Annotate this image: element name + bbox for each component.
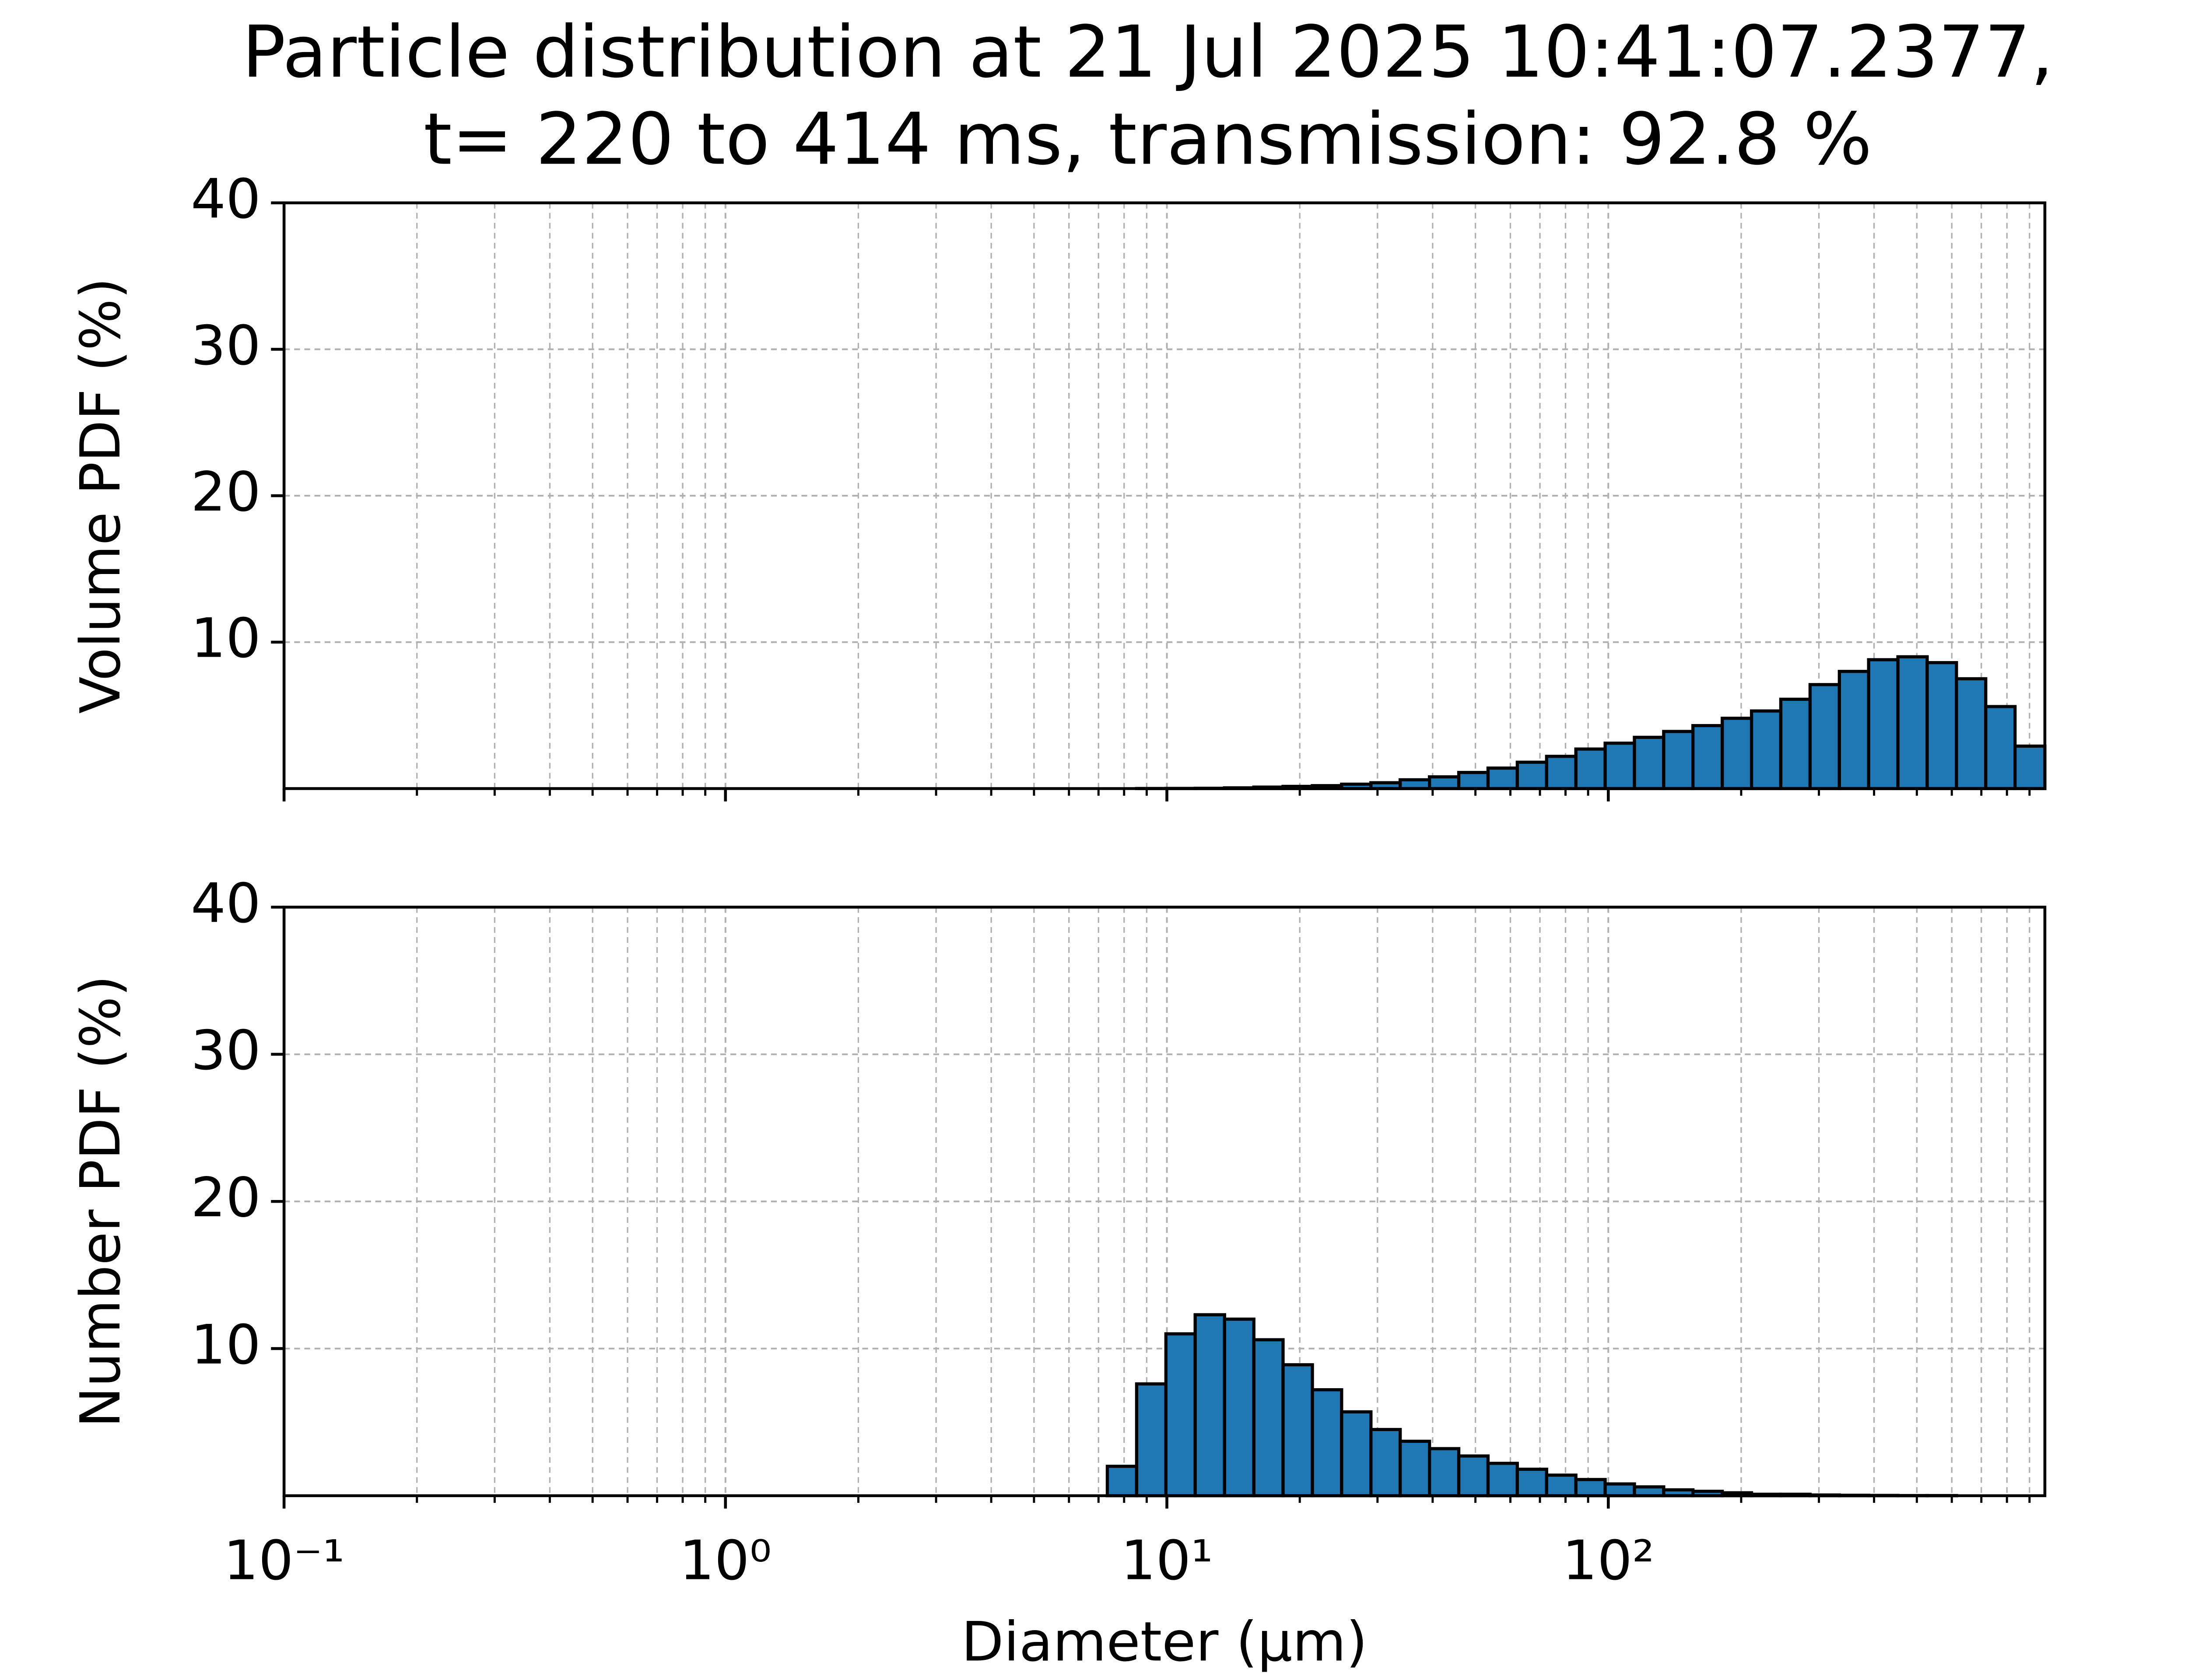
bar [1486, 766, 1519, 791]
bar [1662, 730, 1695, 791]
bar [1105, 1464, 1139, 1498]
y-tick-label: 30 [191, 314, 261, 377]
x-tick-label: 10¹ [1121, 1529, 1213, 1592]
bar [1399, 1439, 1431, 1498]
bar [1457, 771, 1490, 791]
y-tick-label: 10 [191, 607, 261, 670]
bar [1955, 677, 1988, 791]
bar [1428, 775, 1461, 791]
bar [1574, 747, 1607, 791]
y-tick-label: 20 [191, 1166, 261, 1229]
bar [1340, 1410, 1373, 1498]
bar [1867, 658, 1900, 791]
bar [1164, 1332, 1197, 1498]
bar [1837, 670, 1870, 791]
x-tick-label: 10⁰ [680, 1529, 772, 1592]
bar [1135, 1382, 1168, 1498]
bar [1223, 1317, 1255, 1498]
y-tick-label: 30 [191, 1019, 261, 1082]
y-tick-label: 20 [191, 461, 261, 524]
bar [1252, 1338, 1285, 1498]
bar [1428, 1447, 1461, 1498]
bar [1603, 1482, 1636, 1498]
bar [1311, 1388, 1343, 1498]
bar [1369, 1428, 1402, 1498]
bar [1515, 760, 1548, 791]
bar [2013, 744, 2047, 791]
bar [1486, 1462, 1519, 1498]
bar [1545, 755, 1578, 791]
bar [1515, 1467, 1548, 1498]
bar [1779, 697, 1812, 791]
bar [1457, 1454, 1490, 1498]
chart-title: Particle distribution at 21 Jul 2025 10:… [242, 10, 2054, 94]
bar [1721, 717, 1753, 791]
bar [1603, 742, 1636, 791]
y-tick-label: 40 [191, 872, 261, 935]
bar [1691, 724, 1724, 791]
bar [1281, 1363, 1314, 1498]
bar [1633, 735, 1666, 791]
y-tick-label: 10 [191, 1313, 261, 1376]
chart-title: t= 220 to 414 ms, transmission: 92.8 % [424, 97, 1872, 181]
x-tick-label: 10² [1562, 1529, 1655, 1592]
bar [1984, 705, 2017, 791]
bar [1193, 1313, 1226, 1498]
bar [1925, 661, 1958, 791]
bar [1574, 1478, 1607, 1498]
bar [1896, 655, 1929, 791]
x-tick-label: 10⁻¹ [224, 1529, 345, 1592]
y-tick-label: 40 [191, 168, 261, 231]
y-axis-label: Number PDF (%) [69, 975, 133, 1428]
bar [1808, 683, 1841, 791]
x-axis-label: Diameter (μm) [961, 1610, 1368, 1673]
bar [1545, 1474, 1578, 1498]
y-axis-label: Volume PDF (%) [69, 278, 133, 714]
bar [1750, 709, 1783, 791]
